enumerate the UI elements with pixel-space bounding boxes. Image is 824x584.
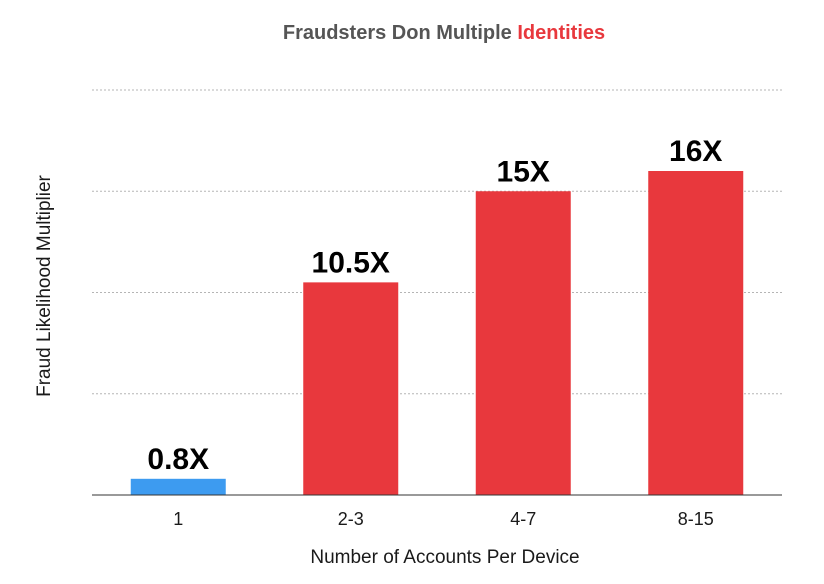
chart-title-highlight: Identities (517, 22, 605, 44)
x-tick-label: 1 (173, 509, 183, 529)
bar-4-7 (475, 191, 571, 495)
data-label: 10.5X (312, 246, 390, 279)
x-tick-labels: 1 2-3 4-7 8-15 (173, 509, 714, 529)
data-label: 0.8X (147, 443, 209, 476)
chart-title-main: Fraudsters Don Multiple (283, 22, 517, 44)
y-axis-label: Fraud Likelihood Multiplier (34, 174, 55, 396)
data-label: 16X (669, 135, 722, 168)
x-tick-label: 4-7 (510, 509, 536, 529)
bars (130, 171, 744, 495)
bar-8-15 (648, 171, 744, 495)
x-tick-label: 2-3 (338, 509, 364, 529)
x-tick-label: 8-15 (678, 509, 714, 529)
x-axis-label: Number of Accounts Per Device (310, 547, 579, 568)
bar-1 (130, 478, 226, 495)
chart-title: Fraudsters Don Multiple Identities (283, 22, 605, 44)
data-label: 15X (497, 155, 550, 188)
gridlines (92, 89, 782, 395)
data-labels: 0.8X 10.5X 15X 16X (147, 135, 722, 476)
bar-2-3 (303, 282, 399, 495)
